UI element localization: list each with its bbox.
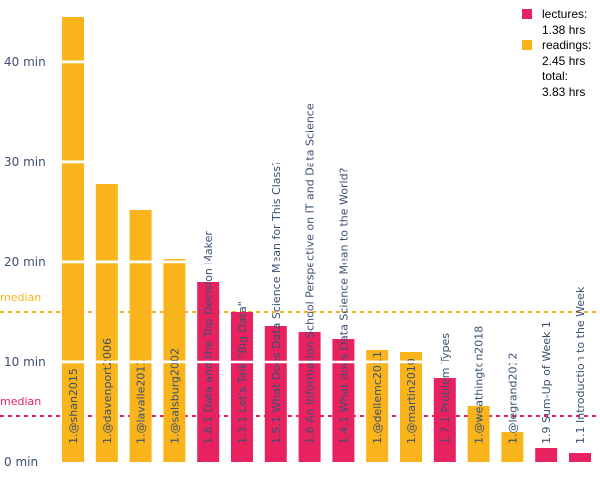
bar-label: 1.5.1 What Does Data Science Mean for Th… — [270, 160, 283, 444]
legend-name: lectures: — [542, 7, 587, 21]
bar-readings — [366, 350, 389, 361]
bar-readings — [400, 352, 422, 361]
bar-label: 1.@legrand2012 — [506, 352, 519, 444]
bar-lectures — [332, 339, 355, 462]
bar-lectures — [231, 312, 253, 462]
bar-readings — [129, 262, 152, 361]
bar-readings — [129, 210, 152, 261]
legend-value: 2.45 hrs — [542, 54, 585, 68]
legend-swatch — [522, 40, 532, 50]
bars: 1.@shan2015 1.@davenport2006 1.@lavalle201… — [62, 17, 591, 462]
bar-group: 1.@weathington2018 — [467, 326, 490, 462]
legend-value: 3.83 hrs — [542, 85, 585, 99]
y-axis-ticks: 0 min 10 min 20 min 30 min 40 min — [4, 55, 600, 469]
legend-value: 1.38 hrs — [542, 23, 585, 37]
bar-group: 1.@legrand2012 — [501, 352, 524, 462]
bar-label: 1.@davenport2006 — [101, 338, 114, 444]
bar-readings — [467, 406, 490, 462]
bar-readings — [163, 262, 186, 361]
bar-label: 1.@lavalle2011 — [135, 359, 148, 444]
bar-group: 1.6 An Information School Perspective on… — [298, 103, 321, 462]
bar-readings — [62, 162, 84, 261]
legend-item-readings: readings: 2.45 hrs — [522, 38, 591, 68]
bar-lectures — [264, 326, 287, 462]
bar-readings — [400, 362, 422, 462]
bar-group: 1.@salsburg2002 — [163, 259, 186, 462]
bar-lectures — [433, 378, 456, 462]
bar-group: 1.5.1 What Does Data Science Mean for Th… — [264, 160, 287, 462]
bar-lectures — [298, 332, 321, 462]
bar-group: 1.9 Sum-Up of Week 1 — [535, 321, 558, 462]
bar-group: 1.@dellemc2011 — [366, 350, 389, 462]
bar-group: 1.4.1 What does Data Science Mean to the… — [332, 167, 355, 462]
bar-group: 1.@davenport2006 — [95, 184, 118, 462]
bar-group: 1.3.1 Let's Talk "Big Data" — [231, 301, 253, 462]
bar-label: 1.1 Introduction to the Week — [574, 286, 587, 444]
bar-readings — [366, 362, 389, 462]
bar-label: 1.@salsburg2002 — [168, 348, 181, 444]
y-tick-label: 10 min — [4, 355, 46, 369]
bar-group: 1.8.1 Data and the Top Decision Maker — [197, 231, 220, 462]
y-tick-label: 30 min — [4, 155, 46, 169]
bar-group: 1.7.1 Problem Types — [433, 333, 456, 462]
bar-readings — [163, 259, 186, 261]
median-label-lectures: median — [0, 395, 41, 408]
y-tick-label: 20 min — [4, 255, 46, 269]
bar-readings — [62, 17, 84, 61]
bar-label: 1.@dellemc2011 — [371, 351, 384, 444]
bar-readings — [129, 362, 152, 462]
y-tick-label: 40 min — [4, 55, 46, 69]
legend-item-lectures: lectures: 1.38 hrs — [522, 7, 587, 37]
bar-readings — [163, 362, 186, 462]
y-tick-label: 0 min — [4, 455, 38, 469]
bar-group: 1.@lavalle2011 — [129, 210, 152, 462]
legend-name: total: — [542, 69, 568, 83]
bar-group: 1.@martin2010 — [400, 352, 422, 462]
bar-label: 1.9 Sum-Up of Week 1 — [540, 321, 553, 444]
legend-item-total: total: 3.83 hrs — [542, 69, 585, 99]
bar-label: 1.8.1 Data and the Top Decision Maker — [202, 231, 215, 444]
bar-lectures — [197, 282, 220, 462]
bar-label: 1.@shan2015 — [67, 368, 80, 444]
bar-label: 1.@martin2010 — [405, 358, 418, 444]
bar-label: 1.7.1 Problem Types — [439, 333, 452, 444]
bar-label: 1.4.1 What does Data Science Mean to the… — [337, 167, 350, 444]
bar-group: 1.1 Introduction to the Week — [569, 286, 591, 462]
median-label-readings: median — [0, 291, 41, 304]
legend-swatch — [522, 9, 532, 19]
bar-readings — [501, 432, 524, 462]
bar-readings — [62, 362, 84, 462]
bar-readings — [62, 62, 84, 161]
bar-readings — [95, 184, 118, 261]
bar-lectures — [569, 453, 591, 462]
legend-name: readings: — [542, 38, 591, 52]
bar-readings — [62, 262, 84, 361]
bar-label: 1.6 An Information School Perspective on… — [304, 103, 317, 444]
bar-label: 1.3.1 Let's Talk "Big Data" — [236, 301, 249, 444]
bar-lectures — [535, 448, 558, 462]
bar-readings — [95, 262, 118, 361]
bar-group: 1.@shan2015 — [62, 17, 84, 462]
bar-readings — [95, 362, 118, 462]
bar-label: 1.@weathington2018 — [473, 326, 486, 444]
